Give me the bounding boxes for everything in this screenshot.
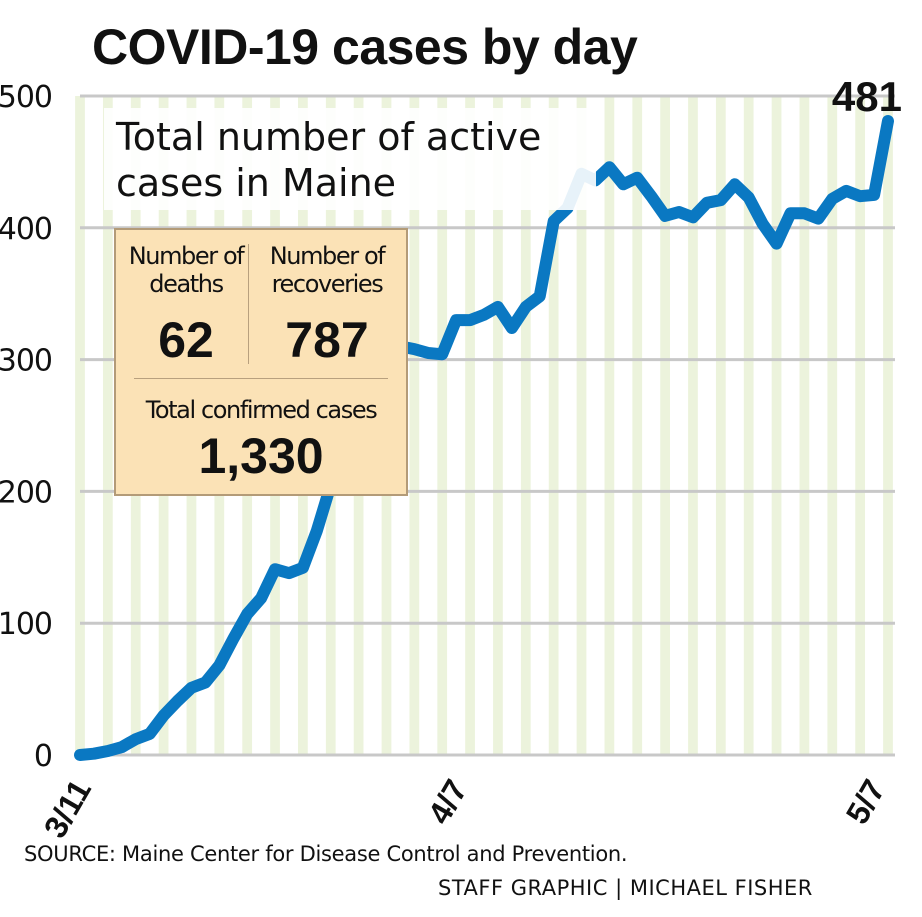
background-stripe xyxy=(75,96,85,755)
y-tick-label: 0 xyxy=(34,739,52,774)
credit-note: STAFF GRAPHIC | MICHAEL FISHER xyxy=(438,876,813,900)
background-stripe xyxy=(715,96,726,755)
series-line xyxy=(74,115,894,761)
y-tick-label: 200 xyxy=(0,475,52,510)
background-stripe xyxy=(799,96,810,755)
background-stripe xyxy=(409,96,420,755)
background-stripe xyxy=(520,96,531,755)
chart-subtitle: Total number of active cases in Maine xyxy=(104,108,596,210)
recoveries-value: 787 xyxy=(285,312,369,368)
background-stripe xyxy=(632,96,643,755)
x-tick-label: 3/11 xyxy=(37,774,98,844)
total-cases-label: Total confirmed cases xyxy=(145,396,378,424)
background-stripe xyxy=(855,96,866,755)
deaths-label: Number of deaths xyxy=(128,242,245,298)
chart-title: COVID-19 cases by day xyxy=(92,19,638,75)
background-stripe xyxy=(465,96,475,755)
series-group xyxy=(74,115,894,761)
background-stripe xyxy=(604,96,615,755)
total-cases-value: 1,330 xyxy=(198,428,324,484)
y-tick-label: 500 xyxy=(0,80,52,115)
recoveries-label: Number of recoveries xyxy=(269,242,386,298)
x-tick-label: 5/7 xyxy=(839,774,892,831)
background-stripe xyxy=(688,96,698,755)
x-tick-label: 4/7 xyxy=(421,774,474,831)
background-stripe xyxy=(883,96,893,755)
background-stripe xyxy=(771,96,782,755)
y-tick-label: 300 xyxy=(0,344,52,379)
background-stripe xyxy=(437,96,448,755)
source-note: SOURCE: Maine Center for Disease Control… xyxy=(24,842,628,866)
y-tick-label: 100 xyxy=(0,607,52,642)
x-axis-ticks: 3/11 4/7 5/7 xyxy=(37,774,893,844)
stats-divider-horizontal xyxy=(134,378,388,379)
y-tick-label: 400 xyxy=(0,212,52,247)
end-value-label: 481 xyxy=(832,73,902,120)
background-stripe xyxy=(743,96,754,755)
y-axis-ticks: 0 100 200 300 400 500 xyxy=(0,80,53,774)
annotations: 481 xyxy=(832,73,902,120)
background-stripe xyxy=(102,96,113,755)
background-stripe xyxy=(576,96,587,755)
background-stripe xyxy=(493,96,503,755)
background-stripe xyxy=(827,96,838,755)
background-stripe xyxy=(548,96,559,755)
stats-divider-vertical xyxy=(248,244,249,364)
deaths-value: 62 xyxy=(158,312,214,368)
stats-box: Number of deaths 62 Number of recoveries… xyxy=(114,228,408,496)
background-stripe xyxy=(660,96,670,755)
